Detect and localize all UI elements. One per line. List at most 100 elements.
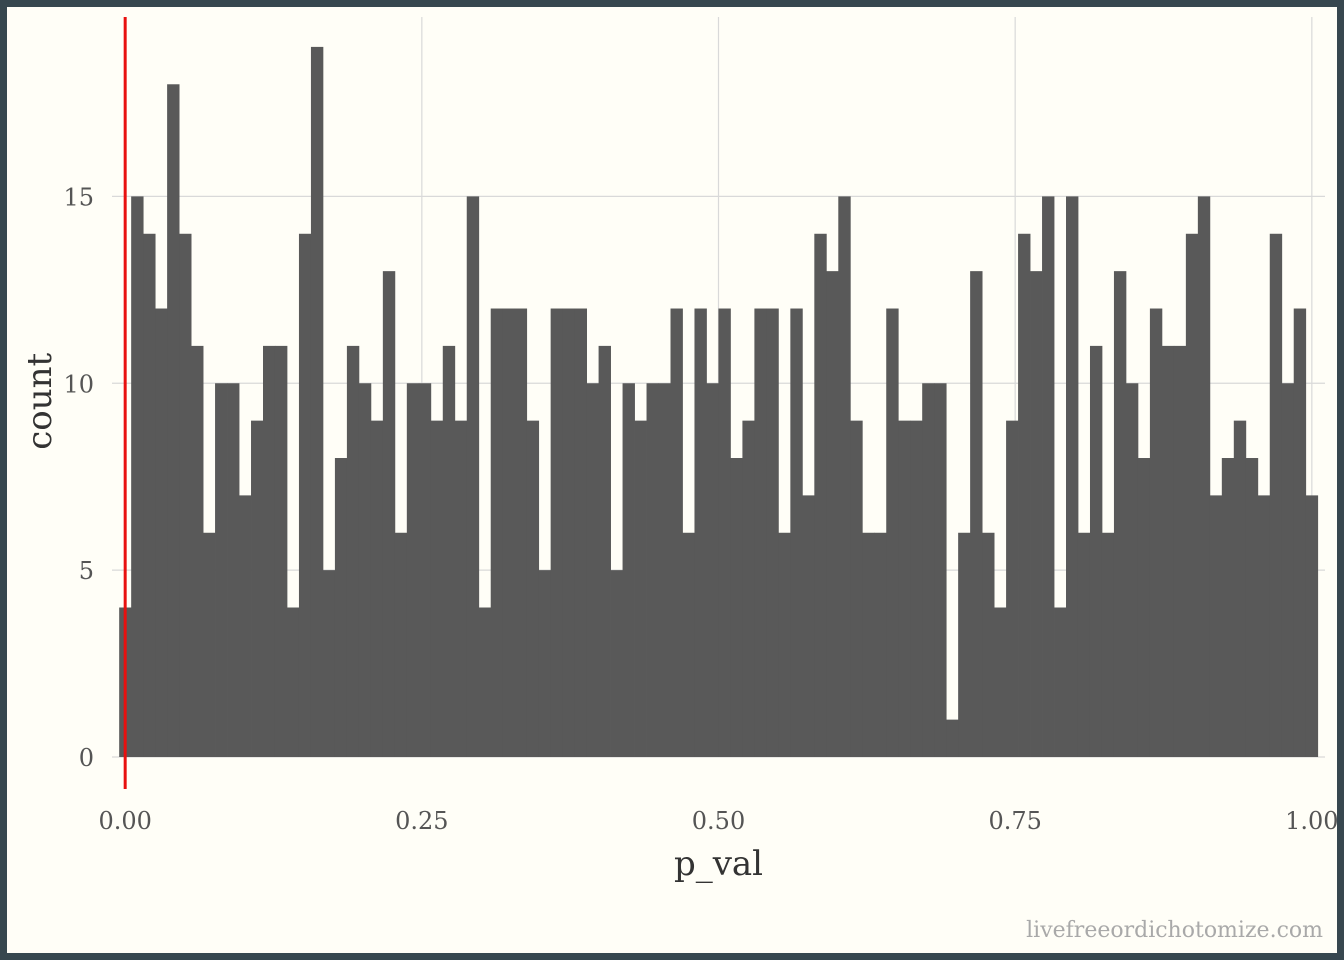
histogram-bar — [1257, 495, 1271, 757]
y-tick-label: 10 — [63, 370, 94, 398]
histogram-bar — [934, 383, 947, 757]
histogram-bar — [1209, 495, 1223, 757]
histogram-bar — [442, 345, 456, 757]
histogram-bar — [574, 308, 588, 757]
histogram-bar — [838, 196, 851, 758]
histogram-bar — [946, 719, 959, 757]
y-tick-label: 15 — [63, 183, 94, 211]
histogram-bar — [131, 196, 144, 758]
histogram-bar — [526, 420, 540, 757]
histogram-bar — [1137, 458, 1151, 757]
histogram-bar — [227, 383, 240, 757]
histogram-bar — [167, 84, 180, 758]
histogram-bar — [550, 308, 564, 757]
histogram-bar — [598, 345, 611, 757]
x-tick-label: 0.50 — [692, 807, 745, 835]
x-tick-label: 1.00 — [1285, 807, 1337, 835]
histogram-bar — [682, 532, 695, 757]
histogram-bar — [958, 532, 971, 757]
histogram-bar — [239, 495, 252, 757]
histogram-bar — [718, 308, 731, 757]
histogram-bar — [766, 308, 779, 757]
x-tick-label: 0.75 — [988, 807, 1041, 835]
histogram-bar — [1305, 495, 1319, 757]
x-axis-title: p_val — [674, 844, 763, 884]
histogram-bar — [1149, 308, 1163, 757]
histogram-chart: 0.00 0.25 0.50 0.75 1.00 0 5 10 15 p_val count — [20, 17, 1337, 884]
histogram-bar — [562, 308, 576, 757]
histogram-bar — [203, 532, 216, 757]
histogram-bar — [1030, 271, 1043, 757]
histogram-bar — [658, 383, 671, 757]
histogram-bar — [994, 607, 1007, 757]
histogram-bar — [1185, 233, 1199, 757]
histogram-bar — [814, 233, 827, 757]
histogram-bar — [898, 420, 911, 757]
histogram-bar — [862, 532, 875, 757]
x-tick-label: 0.00 — [98, 807, 151, 835]
histogram-bar — [586, 383, 599, 757]
histogram-bar — [1269, 233, 1283, 757]
histogram-bar — [634, 420, 647, 757]
histogram-bar — [1006, 420, 1019, 757]
histogram-bar — [1233, 420, 1247, 757]
histogram-bar — [334, 458, 348, 757]
histogram-bar — [502, 308, 516, 757]
histogram-bar — [514, 308, 528, 757]
histogram-bar — [922, 383, 935, 757]
histogram-bar — [418, 383, 432, 757]
histogram-bar — [1042, 196, 1055, 758]
watermark: livefreeordichotomize.com — [1026, 918, 1323, 943]
histogram-bar — [382, 271, 396, 757]
histogram-bar — [790, 308, 803, 757]
histogram-bar — [1281, 383, 1295, 757]
histogram-bar — [982, 532, 995, 757]
histogram-bar — [346, 345, 360, 757]
histogram-bar — [610, 570, 623, 757]
histogram-bar — [1161, 345, 1175, 757]
y-tick-label: 5 — [79, 557, 94, 585]
histogram-bar — [670, 308, 683, 757]
histogram-bar — [538, 570, 552, 757]
histogram-bar — [754, 308, 767, 757]
histogram-bar — [886, 308, 899, 757]
histogram-bar — [454, 420, 468, 757]
histogram-bar — [802, 495, 815, 757]
histogram-bar — [179, 233, 192, 757]
histogram-bar — [778, 532, 791, 757]
histogram-bar — [251, 420, 264, 757]
histogram-bar — [310, 46, 324, 758]
histogram-bar — [1054, 607, 1067, 757]
histogram-bar — [1245, 458, 1259, 757]
histogram-bar — [742, 420, 755, 757]
histogram-bar — [646, 383, 659, 757]
histogram-bar — [1173, 345, 1187, 757]
histogram-bar — [694, 308, 707, 757]
histogram-bar — [1125, 383, 1139, 757]
x-tick-label: 0.25 — [395, 807, 448, 835]
histogram-bar — [490, 308, 504, 757]
histogram-bar — [1101, 532, 1115, 757]
histogram-bar — [286, 607, 300, 757]
histogram-bars — [119, 46, 1319, 758]
histogram-bar — [850, 420, 863, 757]
histogram-bar — [298, 233, 312, 757]
histogram-bar — [874, 532, 887, 757]
histogram-bar — [430, 420, 444, 757]
histogram-bar — [826, 271, 839, 757]
histogram-bar — [155, 308, 168, 757]
histogram-bar — [274, 345, 288, 757]
histogram-bar — [478, 607, 492, 757]
plot-frame: 0.00 0.25 0.50 0.75 1.00 0 5 10 15 p_val count l… — [7, 7, 1337, 953]
histogram-bar — [370, 420, 384, 757]
histogram-bar — [1018, 233, 1031, 757]
histogram-bar — [394, 532, 408, 757]
histogram-bar — [191, 345, 204, 757]
histogram-bar — [1077, 532, 1091, 757]
histogram-bar — [466, 196, 480, 758]
histogram-bar — [358, 383, 372, 757]
histogram-bar — [1221, 458, 1235, 757]
histogram-bar — [730, 458, 743, 757]
histogram-bar — [143, 233, 156, 757]
histogram-bar — [1089, 345, 1103, 757]
